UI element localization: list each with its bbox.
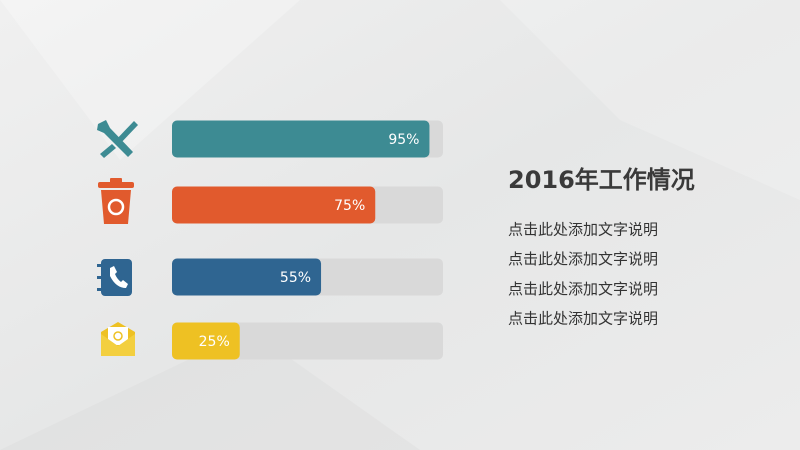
note-line: 点击此处添加文字说明 [508,250,658,268]
bar [172,120,430,158]
note-line: 点击此处添加文字说明 [508,280,658,298]
value-label: 25% [199,334,230,350]
note-line: 点击此处添加文字说明 [508,310,658,328]
background-facet [0,0,300,160]
background-facet [0,330,420,450]
bar [172,258,322,296]
recycle-bin-icon [98,178,134,224]
mail-icon [101,322,135,356]
value-label: 75% [334,198,365,214]
background-facet [500,0,800,200]
note-line: 点击此处添加文字说明 [508,221,658,239]
value-label: 55% [280,270,311,286]
value-label: 95% [388,132,419,148]
bar [172,186,376,224]
bar [172,322,240,360]
phone-book-icon [97,259,132,296]
title: 2016年工作情况 [508,166,695,194]
tools-icon [97,120,138,158]
